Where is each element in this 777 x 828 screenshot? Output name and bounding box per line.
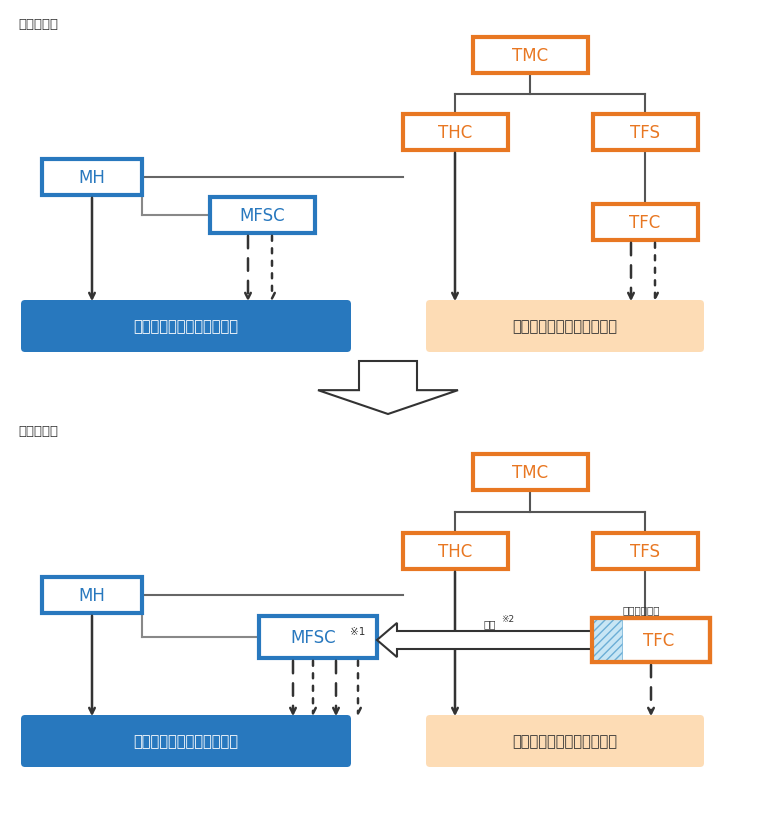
Text: THC: THC	[438, 542, 472, 561]
Bar	[472, 455, 587, 490]
Text: MFSC: MFSC	[290, 628, 336, 646]
Bar	[593, 115, 698, 151]
Text: ～集約前～: ～集約前～	[18, 18, 58, 31]
Text: ミサワホームオーナーさま: ミサワホームオーナーさま	[134, 319, 239, 334]
Bar	[42, 160, 142, 195]
FancyBboxPatch shape	[21, 715, 351, 767]
Text: トヨタホームオーナーさま: トヨタホームオーナーさま	[513, 734, 618, 749]
Text: TMC: TMC	[512, 47, 548, 65]
Bar	[402, 115, 507, 151]
Bar	[402, 533, 507, 570]
Bar	[259, 616, 377, 658]
Text: フラット事業: フラット事業	[622, 604, 660, 614]
FancyBboxPatch shape	[426, 715, 704, 767]
Polygon shape	[377, 623, 592, 657]
Text: TFS: TFS	[630, 124, 660, 142]
Text: トヨタホームオーナーさま: トヨタホームオーナーさま	[513, 319, 618, 334]
FancyBboxPatch shape	[21, 301, 351, 353]
Text: MFSC: MFSC	[239, 207, 285, 224]
Text: TFC: TFC	[629, 214, 660, 232]
FancyBboxPatch shape	[426, 301, 704, 353]
Text: ※2: ※2	[501, 614, 514, 623]
Text: ～集約後～: ～集約後～	[18, 425, 58, 437]
Bar	[592, 619, 710, 662]
Text: ミサワホームオーナーさま: ミサワホームオーナーさま	[134, 734, 239, 749]
Bar	[592, 619, 622, 662]
Bar	[593, 533, 698, 570]
Bar	[472, 38, 587, 74]
Bar	[593, 205, 698, 241]
Text: TFC: TFC	[643, 631, 674, 649]
Text: MH: MH	[78, 169, 106, 187]
Text: 集約: 集約	[483, 619, 496, 628]
Text: THC: THC	[438, 124, 472, 142]
Polygon shape	[318, 362, 458, 415]
Bar	[210, 198, 315, 233]
Bar	[42, 577, 142, 614]
Text: ※1: ※1	[350, 626, 365, 636]
Text: TMC: TMC	[512, 464, 548, 481]
Text: TFS: TFS	[630, 542, 660, 561]
Bar	[592, 619, 710, 662]
Text: MH: MH	[78, 586, 106, 604]
